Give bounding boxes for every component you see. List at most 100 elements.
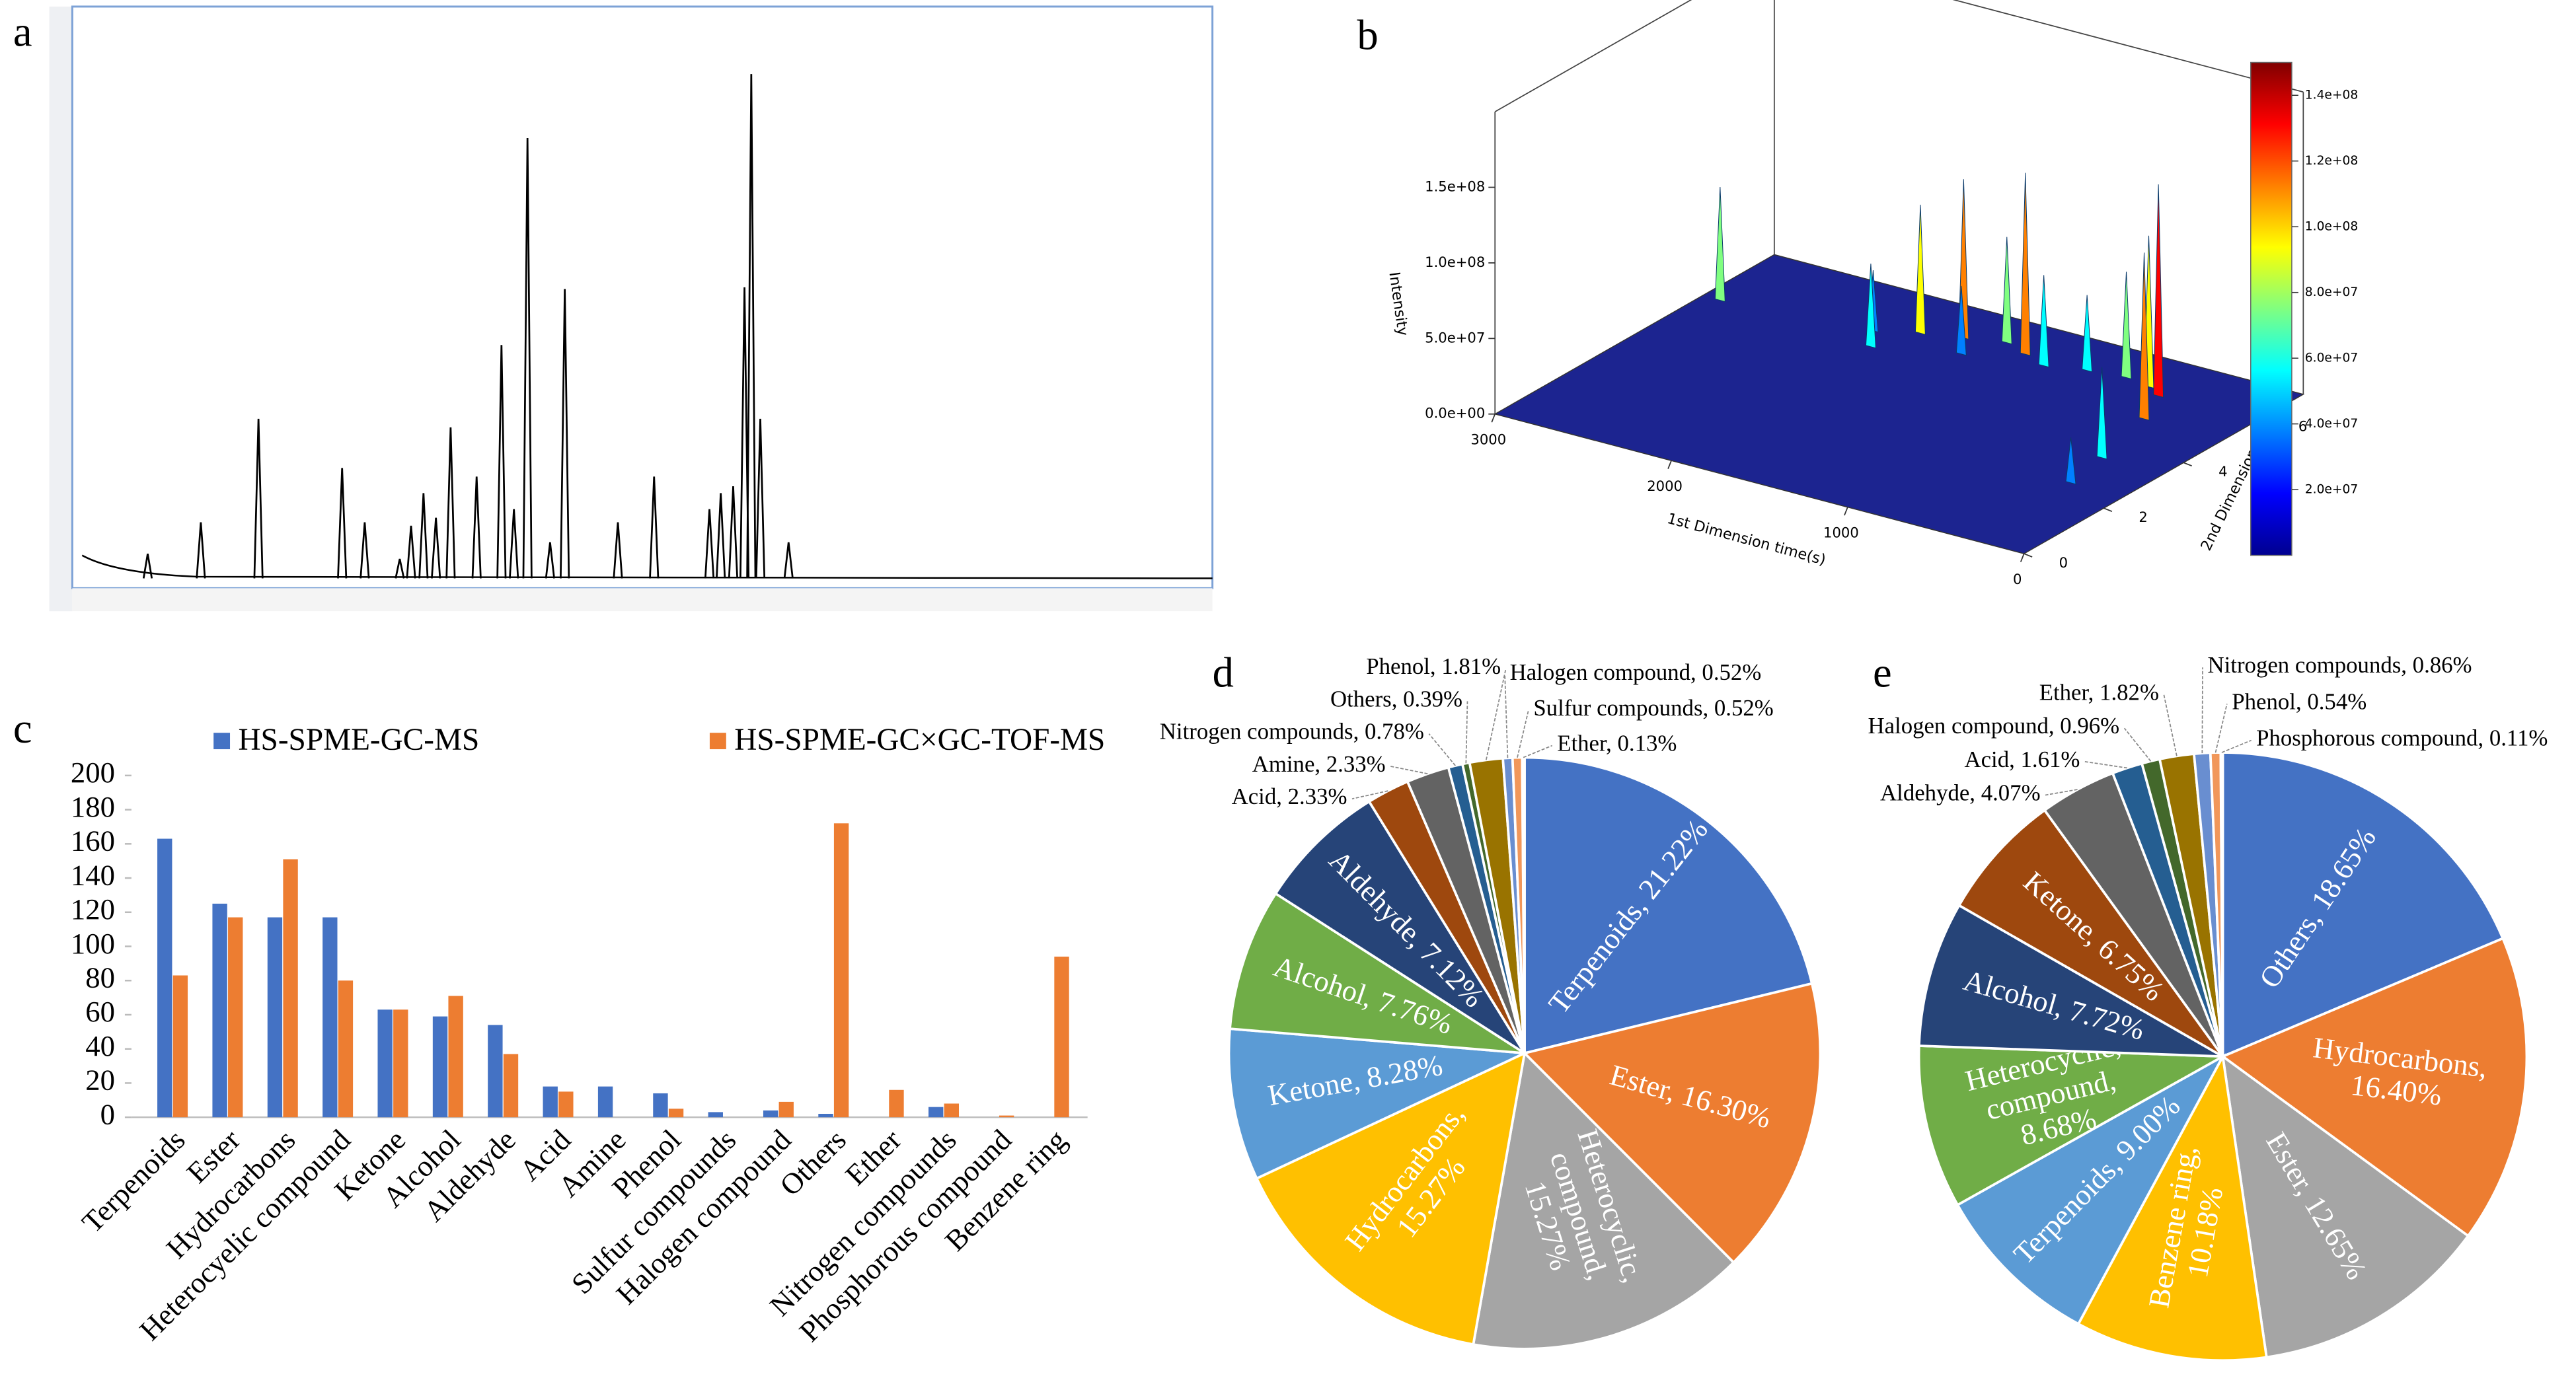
z-axis-title: Intensity — [1385, 271, 1411, 337]
pie-slice — [1955, 1053, 2226, 1326]
legend-swatch — [709, 733, 726, 750]
slice-label-line: Phosphorous compound, 0.11% — [2256, 725, 2548, 751]
pie-slice — [1957, 808, 2224, 1058]
slice-label: Nitrogen compounds, 0.78% — [1160, 719, 1424, 745]
bar — [212, 903, 227, 1118]
z-tick-label: 1.0e+08 — [1425, 254, 1485, 270]
peak — [2020, 172, 2031, 356]
panel-label: b — [1357, 11, 1378, 59]
peak — [2001, 237, 2012, 345]
x-tick-label: Terpenoids — [75, 1123, 191, 1239]
slice-label: Others, 0.39% — [1330, 686, 1462, 712]
y-tick-label: 120 — [71, 893, 115, 926]
slice-label: Amine, 2.33% — [1252, 751, 1386, 777]
colorbar — [2250, 61, 2292, 556]
bar — [393, 1009, 408, 1118]
slice-label: Acid, 2.33% — [1232, 784, 1347, 809]
y-tick — [2103, 507, 2113, 512]
bar — [708, 1112, 723, 1118]
peak — [337, 468, 348, 579]
floor — [1494, 254, 2305, 554]
peak — [522, 137, 533, 579]
slice-label-line: Phenol, 0.54% — [2232, 688, 2367, 714]
bar — [488, 1025, 503, 1118]
peak — [649, 476, 660, 579]
pie-slice — [1522, 982, 1822, 1264]
pie-slice — [1472, 1050, 1735, 1350]
peak — [196, 522, 206, 579]
slice-label: Ether, 1.82% — [2039, 680, 2159, 706]
bar — [448, 996, 463, 1118]
pie-slice — [1227, 1027, 1530, 1181]
x-tick — [1844, 507, 1848, 516]
plot-frame — [71, 5, 1214, 589]
bar — [1054, 957, 1069, 1118]
slice-label-line: Others, 0.39% — [1330, 686, 1462, 712]
pie-slice — [2220, 936, 2528, 1238]
y-tick-label: 0 — [100, 1097, 115, 1130]
y-tick-label: 140 — [71, 858, 115, 891]
baseline — [81, 554, 1213, 579]
peak — [755, 418, 766, 579]
bar — [818, 1113, 833, 1118]
bar — [597, 1086, 613, 1118]
y-tick-label: 0 — [2059, 554, 2068, 571]
peak — [728, 486, 739, 579]
slice-label: Nitrogen compounds, 0.86% — [2208, 652, 2472, 678]
z-tick-label: 0.0e+00 — [1425, 405, 1485, 421]
pie-slice — [1229, 891, 1525, 1055]
peak — [445, 427, 456, 579]
colorbar-tick-label: 1.0e+08 — [2305, 220, 2358, 234]
bar — [267, 917, 283, 1118]
colorbar-tick-label: 1.2e+08 — [2305, 154, 2358, 168]
panel-label: a — [13, 8, 32, 55]
slice-label-line: Sulfur compounds, 0.52% — [1533, 695, 1773, 721]
pie-slice — [1917, 903, 2224, 1058]
pie-slice — [1273, 799, 1526, 1054]
slice-label-line: Acid, 2.33% — [1232, 784, 1347, 809]
bar — [653, 1093, 668, 1118]
z-tick-label: 5.0e+07 — [1425, 329, 1485, 346]
leader-line — [2084, 760, 2127, 769]
peak — [613, 522, 623, 579]
pie-slice — [1917, 1044, 2228, 1207]
leader-line — [1351, 790, 1388, 800]
bar — [322, 917, 338, 1118]
slice-label: Ether, 0.13% — [1557, 731, 1677, 756]
leader-line — [2201, 667, 2203, 754]
slice-label-line: Ether, 1.82% — [2039, 680, 2159, 706]
colorbar-tick-label: 2.0e+07 — [2305, 483, 2358, 497]
peak — [1955, 285, 1967, 356]
x-tick — [1491, 414, 1496, 423]
bar — [503, 1054, 519, 1118]
x-tick-label: 3000 — [1470, 431, 1506, 448]
x-tick-label: 1000 — [1823, 524, 1859, 540]
peak — [253, 418, 264, 579]
leader-line — [1485, 669, 1507, 760]
legend-label: HS-SPME-GC×GC-TOF-MS — [734, 723, 1105, 757]
y-tick-label: 6 — [2298, 418, 2307, 434]
pie-slice — [1255, 1050, 1527, 1346]
panel-label: c — [13, 704, 32, 752]
peak — [783, 542, 794, 579]
slice-label: Acid, 1.61% — [1964, 747, 2080, 772]
bar — [999, 1115, 1014, 1118]
peak — [2153, 184, 2164, 398]
bar — [338, 980, 354, 1118]
peak — [560, 289, 570, 579]
slice-label-line: Phenol, 1.81% — [1366, 653, 1501, 679]
x-tick — [1667, 460, 1672, 469]
slice-label: Phenol, 1.81% — [1366, 653, 1501, 679]
bar — [432, 1016, 448, 1118]
pie-slice — [2076, 1052, 2268, 1362]
leader-line — [1390, 766, 1428, 775]
leader-line — [2163, 694, 2178, 756]
bar — [172, 975, 188, 1118]
slice-label-line: Halogen compound, 0.52% — [1510, 659, 1762, 685]
y-tick-label: 20 — [85, 1064, 115, 1097]
peak — [496, 345, 507, 579]
leader-line — [2221, 739, 2252, 753]
peak — [545, 542, 555, 579]
y-tick-label: 200 — [71, 756, 115, 789]
peak — [1714, 186, 1725, 303]
